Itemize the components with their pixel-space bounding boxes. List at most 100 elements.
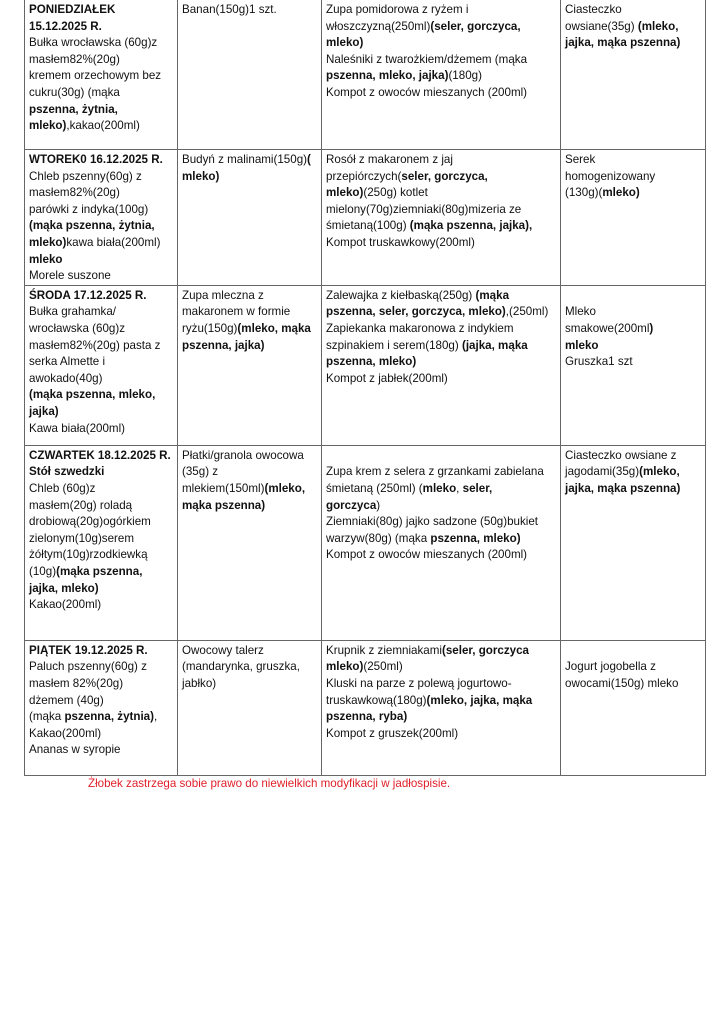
- menu-text: ryżu(150g): [182, 321, 238, 335]
- menu-text: Gruszka1 szt: [565, 355, 633, 369]
- menu-text: przepiórczych(: [326, 169, 402, 183]
- allergen-text: Stół szwedzki: [29, 465, 105, 479]
- allergen-text: jajka, mleko): [29, 581, 99, 595]
- menu-line: gorczyca): [326, 498, 556, 515]
- day-row: ŚRODA 17.12.2025 R. Bułka grahamka/wrocła…: [24, 284, 706, 446]
- menu-line: jajka): [29, 404, 173, 421]
- allergen-text: mleko): [182, 169, 220, 183]
- menu-line: masłem(20g) roladą: [29, 498, 173, 515]
- menu-line: truskawkową(180g)(mleko, jajka, mąka: [326, 693, 556, 710]
- menu-line: [565, 288, 701, 305]
- menu-line: Ciasteczko owsiane z: [565, 448, 701, 465]
- menu-text: makaronem w formie: [182, 305, 291, 319]
- menu-line: [565, 643, 701, 660]
- menu-text: Kompot z gruszek(200ml): [326, 726, 459, 740]
- menu-line: jajka, mąka pszenna): [565, 481, 701, 498]
- allergen-text: (seler, gorczyca,: [430, 19, 521, 33]
- allergen-text: WTOREK0 16.12.2025 R.: [29, 153, 163, 166]
- menu-line: dżemem (40g): [29, 693, 173, 710]
- menu-text: Banan(150g)1 szt.: [182, 3, 277, 16]
- menu-line: warzyw(80g) (mąka pszenna, mleko): [326, 531, 556, 548]
- menu-line: Kompot z owoców mieszanych (200ml): [326, 547, 556, 564]
- menu-text: mielony(70g)ziemniaki(80g)mizeria ze: [326, 202, 522, 216]
- menu-text: (10g): [29, 564, 57, 578]
- menu-text: ,kakao(200ml): [66, 119, 140, 133]
- allergen-text: (mleko,: [639, 465, 680, 479]
- allergen-text: (seler, gorczyca: [441, 643, 529, 657]
- menu-text: żółtym(10g)rzodkiewką: [29, 548, 148, 562]
- menu-text: Zapiekanka makaronowa z indykiem: [326, 321, 514, 335]
- menu-text: (250ml): [363, 660, 403, 674]
- lunch-cell: Zupa krem z selera z grzankami zabielana…: [321, 444, 561, 641]
- menu-line: Paluch pszenny(60g) z: [29, 659, 173, 676]
- menu-line: mleko)(250g) kotlet: [326, 185, 556, 202]
- menu-text: Zupa krem z selera z grzankami zabielana: [326, 465, 544, 479]
- menu-line: parówki z indyka(100g): [29, 202, 173, 219]
- menu-line: 15.12.2025 R.: [29, 19, 173, 36]
- menu-text: Ziemniaki(80g) jajko sadzone (50g)bukiet: [326, 515, 539, 529]
- allergen-text: mleko): [602, 186, 640, 200]
- allergen-text: pszenna, żytnia,: [29, 102, 118, 116]
- menu-text: kawa biała(200ml): [66, 235, 161, 249]
- second-breakfast-cell: Owocowy talerz (mandarynka, gruszka, jabłk…: [177, 639, 322, 776]
- menu-text: parówki z indyka(100g): [29, 202, 149, 216]
- menu-line: Gruszka1 szt: [565, 354, 701, 371]
- breakfast-cell: ŚRODA 17.12.2025 R. Bułka grahamka/wrocła…: [24, 284, 178, 446]
- menu-line: mleko),kakao(200ml): [29, 118, 173, 135]
- weekly-menu-table: PONIEDZIAŁEK 15.12.2025 R. Bułka wrocławsk…: [24, 0, 706, 776]
- menu-line: CZWARTEK 18.12.2025 R.: [29, 448, 173, 465]
- menu-text: truskawkową(180g): [326, 693, 427, 707]
- menu-text: Kompot z owoców mieszanych (200ml): [326, 548, 528, 562]
- allergen-text: mleko): [326, 186, 364, 200]
- menu-text: Kompot z owoców mieszanych (200ml): [326, 85, 528, 99]
- menu-text: jagodami(35g): [565, 465, 640, 479]
- allergen-text: (mąka: [475, 288, 510, 302]
- menu-disclaimer: Żłobek zastrzega sobie prawo do niewielk…: [88, 777, 451, 790]
- menu-text: masłem82%(20g) pasta z: [29, 338, 161, 352]
- allergen-text: (mleko,: [264, 481, 306, 495]
- menu-line: (mandarynka, gruszka,: [182, 659, 317, 676]
- allergen-text: gorczyca: [326, 498, 377, 512]
- menu-text: Budyń z malinami(150g): [182, 153, 308, 166]
- lunch-cell: Krupnik z ziemniakami(seler, gorczyca mle…: [321, 639, 561, 776]
- menu-text: Zupa pomidorowa z ryżem i: [326, 3, 469, 16]
- menu-line: Ananas w syropie: [29, 742, 173, 759]
- menu-line: Zupa mleczna z: [182, 288, 317, 305]
- allergen-text: CZWARTEK 18.12.2025 R.: [29, 448, 171, 462]
- menu-text: szpinakiem i serem(180g): [326, 338, 462, 352]
- menu-line: Bułka wrocławska (60g)z: [29, 35, 173, 52]
- allergen-text: (jajka, mąka: [461, 338, 528, 352]
- menu-text: Kompot z jabłek(200ml): [326, 371, 448, 385]
- menu-line: włoszczyzną(250ml)(seler, gorczyca,: [326, 19, 556, 36]
- menu-line: Kompot z jabłek(200ml): [326, 371, 556, 388]
- menu-text: dżemem (40g): [29, 693, 104, 707]
- menu-text: (mandarynka, gruszka,: [182, 660, 300, 674]
- menu-line: Ziemniaki(80g) jajko sadzone (50g)bukiet: [326, 514, 556, 531]
- menu-text: zielonym(10g)serem: [29, 531, 135, 545]
- menu-line: Owocowy talerz: [182, 643, 317, 660]
- menu-line: jajka, mleko): [29, 581, 173, 598]
- allergen-text: mleko: [29, 252, 63, 266]
- allergen-text: jajka): [29, 404, 59, 418]
- menu-line: mleko)(250ml): [326, 659, 556, 676]
- allergen-text: PIĄTEK 19.12.2025 R.: [29, 643, 148, 657]
- menu-line: PIĄTEK 19.12.2025 R.: [29, 643, 173, 660]
- menu-text: cukru(30g) (mąka: [29, 85, 120, 99]
- menu-text: Paluch pszenny(60g) z: [29, 660, 147, 674]
- lunch-cell: Zupa pomidorowa z ryżem i włoszczyzną(250…: [321, 0, 561, 150]
- menu-text: Chleb pszenny(60g) z: [29, 169, 142, 183]
- menu-line: Stół szwedzki: [29, 464, 173, 481]
- menu-text: Zupa mleczna z: [182, 288, 264, 302]
- menu-line: Serek: [565, 152, 701, 169]
- allergen-text: pszenna, mleko, jajka): [326, 69, 449, 83]
- menu-line: mąka pszenna): [182, 498, 317, 515]
- lunch-cell: Zalewajka z kiełbaską(250g) (mąka pszenna…: [321, 284, 561, 446]
- allergen-text: pszenna, jajka): [182, 338, 265, 352]
- day-row: PIĄTEK 19.12.2025 R. Paluch pszenny(60g) …: [24, 639, 706, 776]
- menu-text: ,: [153, 710, 158, 724]
- menu-text: wrocławska (60g)z: [29, 321, 125, 335]
- menu-line: masłem82%(20g): [29, 52, 173, 69]
- menu-line: awokado(40g): [29, 371, 173, 388]
- menu-line: pszenna, seler, gorczyca, mleko),(250ml): [326, 304, 556, 321]
- menu-text: masłem(20g) roladą: [29, 498, 133, 512]
